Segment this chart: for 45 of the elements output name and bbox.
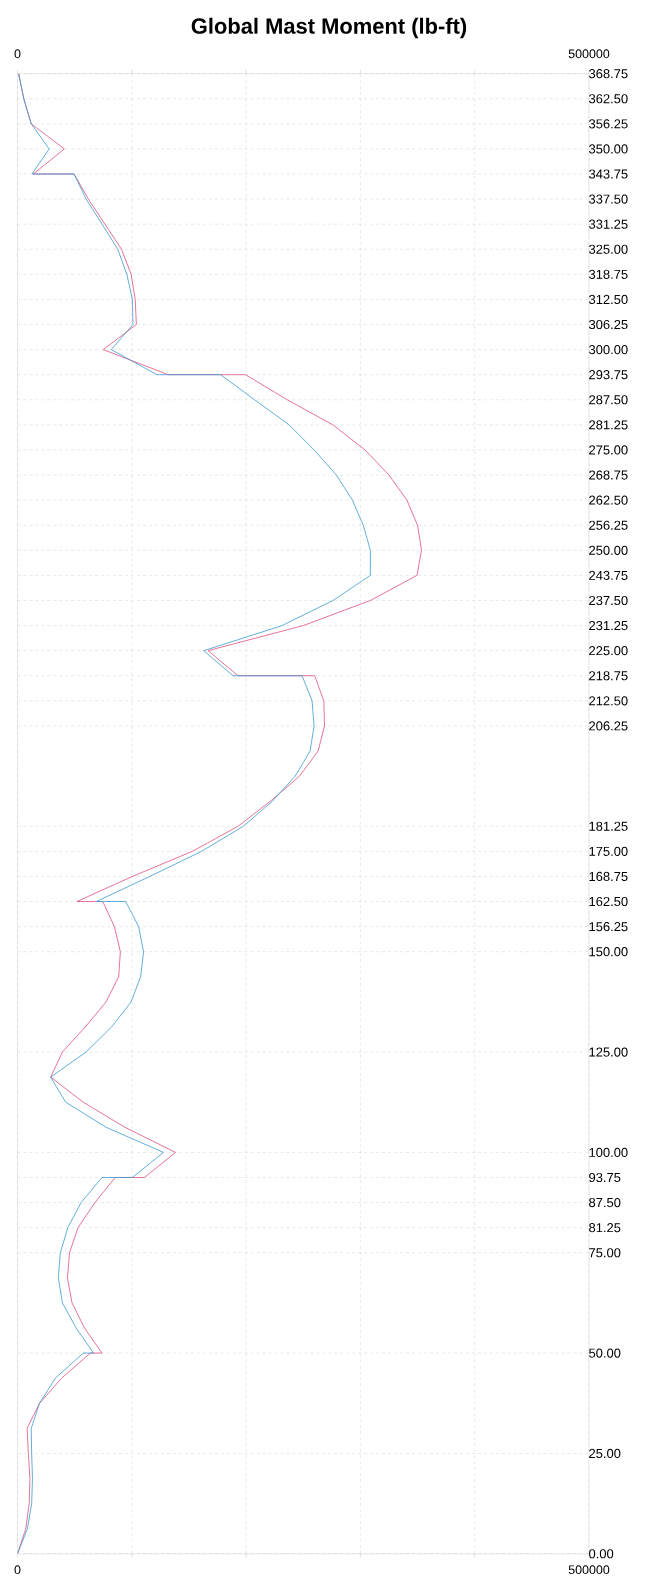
y-tick-label: 168.75 xyxy=(589,871,628,882)
x2-tick-label: 0 xyxy=(14,49,21,59)
y-tick-label: 175.00 xyxy=(589,846,628,856)
y-tick-label: 287.50 xyxy=(589,395,628,405)
y-tick-label: 81.25 xyxy=(589,1223,621,1233)
y-tick-label: 343.75 xyxy=(589,169,628,179)
y-tick-label: 0.00 xyxy=(589,1549,614,1559)
y-tick-label: 356.25 xyxy=(589,119,628,129)
y-tick-label: 50.00 xyxy=(589,1348,621,1358)
y-tick-label: 156.25 xyxy=(589,922,628,932)
y-tick-label: 318.75 xyxy=(589,269,628,279)
y-tick-label: 300.00 xyxy=(589,345,628,355)
y-tick-label: 206.25 xyxy=(589,721,628,731)
y-tick-label: 218.75 xyxy=(589,671,628,681)
y-tick-label: 181.25 xyxy=(589,821,628,831)
y-tick-label: 150.00 xyxy=(589,947,628,957)
y-tick-label: 281.25 xyxy=(589,420,628,430)
y-tick-label: 350.00 xyxy=(589,144,628,154)
y-tick-label: 325.00 xyxy=(589,244,628,254)
y-tick-label: 87.50 xyxy=(589,1197,621,1208)
y-tick-label: 250.00 xyxy=(589,545,628,555)
y-tick-label: 100.00 xyxy=(589,1147,628,1157)
y-tick-label: 268.75 xyxy=(589,470,628,480)
y-tick-label: 231.25 xyxy=(589,620,628,631)
y-tick-label: 162.50 xyxy=(589,896,628,907)
y-tick-label: 312.50 xyxy=(589,294,628,305)
y-tick-label: 306.25 xyxy=(589,319,628,330)
y-tick-label: 212.50 xyxy=(589,696,628,706)
y-tick-label: 243.75 xyxy=(589,570,628,580)
y-tick-label: 237.50 xyxy=(589,595,628,606)
y-tick-label: 337.50 xyxy=(589,194,628,204)
y-tick-label: 368.75 xyxy=(589,69,628,79)
y-tick-label: 125.00 xyxy=(589,1047,628,1057)
y-tick-label: 75.00 xyxy=(589,1248,621,1258)
y-tick-label: 331.25 xyxy=(589,219,628,229)
x2-tick-label: 500000 xyxy=(568,49,610,59)
y-tick-label: 262.50 xyxy=(589,495,628,505)
y-tick-label: 293.75 xyxy=(589,370,628,380)
y-tick-label: 225.00 xyxy=(589,646,628,656)
y-tick-label: 362.50 xyxy=(589,94,628,104)
y-tick-label: 256.25 xyxy=(589,520,628,530)
y-tick-label: 275.00 xyxy=(589,445,628,455)
y-tick-label: 25.00 xyxy=(589,1448,621,1459)
chart-title: Global Mast Moment (lb-ft) xyxy=(191,17,467,39)
y-tick-label: 93.75 xyxy=(589,1172,621,1183)
